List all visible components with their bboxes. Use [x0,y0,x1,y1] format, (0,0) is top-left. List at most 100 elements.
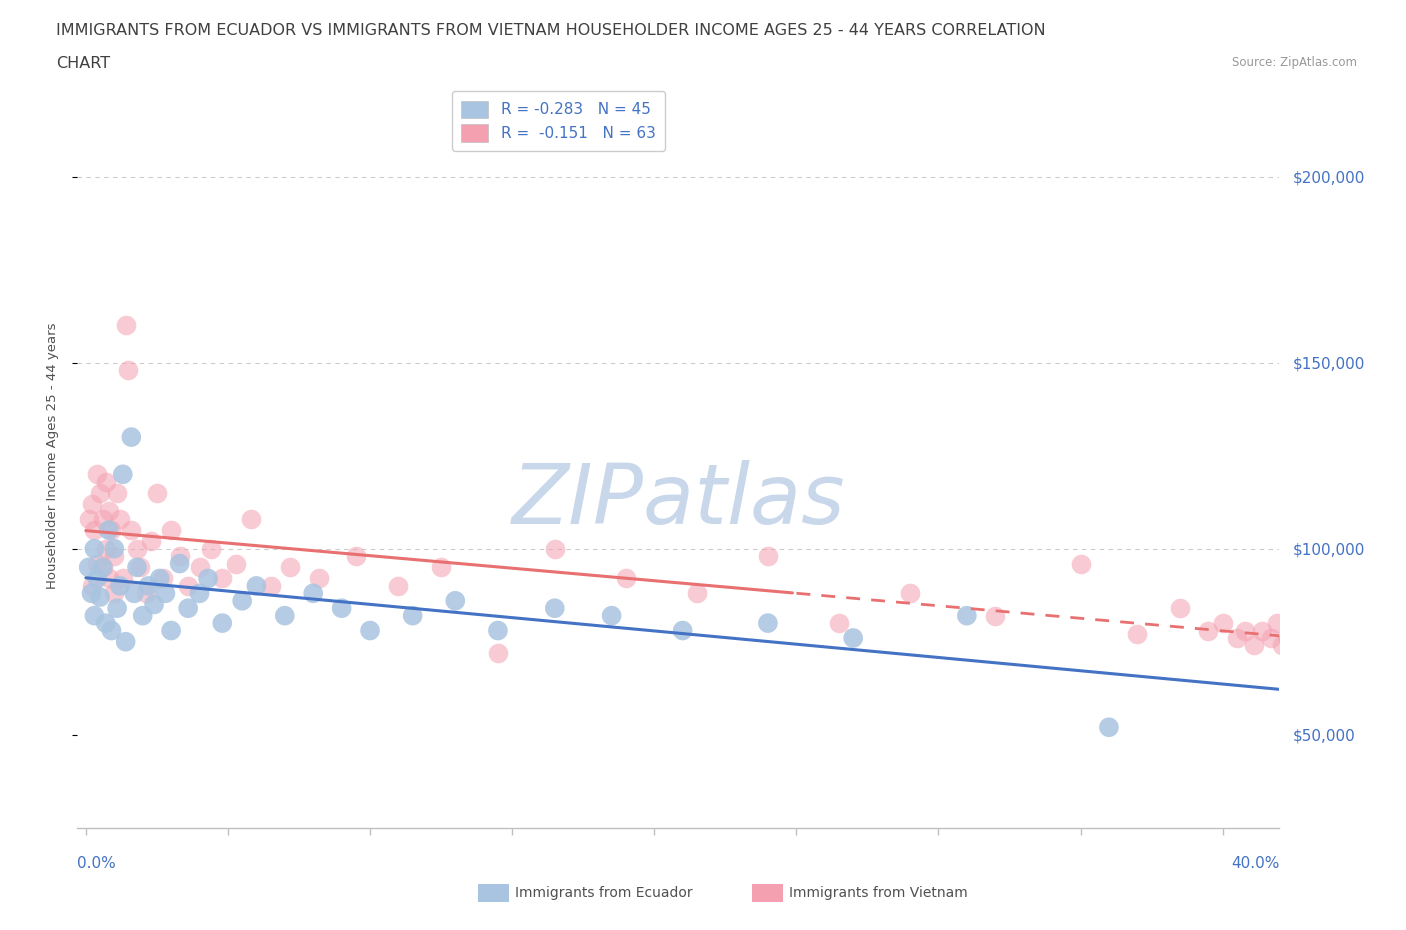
Point [828,616,851,631]
Point [430,560,453,575]
Point [108,578,131,593]
Point [97,523,120,538]
Point [152,571,174,586]
Point [89,485,111,500]
Point [91,560,114,575]
Point [1212,616,1234,631]
Point [245,578,267,593]
Point [1260,631,1282,645]
Point [86,571,108,586]
Text: 40.0%: 40.0% [1232,856,1279,870]
Point [239,512,262,526]
Point [330,601,353,616]
Point [225,556,247,571]
Point [211,571,233,586]
Point [672,623,695,638]
Point [169,556,191,571]
Point [444,593,467,608]
Point [138,578,160,593]
Point [1243,638,1265,653]
Point [143,597,166,612]
Point [105,601,128,616]
Point [105,485,128,500]
Point [94,474,117,489]
Point [108,512,131,526]
Point [302,586,325,601]
Point [91,512,114,526]
Point [898,586,921,601]
Point [141,534,163,549]
Point [111,571,134,586]
Point [259,578,281,593]
Point [614,571,637,586]
Point [77,560,100,575]
Legend: R = -0.283   N = 45, R =  -0.151   N = 63: R = -0.283 N = 45, R = -0.151 N = 63 [451,91,665,151]
Point [197,571,219,586]
Point [600,608,623,623]
Point [344,549,367,564]
Point [274,608,297,623]
Point [1098,720,1121,735]
Point [359,623,381,638]
Point [1168,601,1191,616]
Point [100,523,122,538]
Point [1271,638,1294,653]
Text: Source: ZipAtlas.com: Source: ZipAtlas.com [1232,56,1357,69]
Point [86,556,108,571]
Text: IMMIGRANTS FROM ECUADOR VS IMMIGRANTS FROM VIETNAM HOUSEHOLDER INCOME AGES 25 - : IMMIGRANTS FROM ECUADOR VS IMMIGRANTS FR… [56,23,1046,38]
Point [177,578,200,593]
Point [146,485,169,500]
Point [211,616,233,631]
Point [231,593,253,608]
Point [1070,556,1092,571]
Text: Immigrants from Ecuador: Immigrants from Ecuador [515,885,692,900]
Text: 0.0%: 0.0% [77,856,117,870]
Point [122,586,145,601]
Point [756,616,779,631]
Point [1277,631,1299,645]
Point [387,578,409,593]
Point [1251,623,1274,638]
Point [77,512,100,526]
Point [114,634,136,649]
Point [103,541,125,556]
Point [135,586,157,601]
Point [169,549,191,564]
Point [177,601,200,616]
Point [544,541,567,556]
Point [280,560,302,575]
Point [91,560,114,575]
Point [756,549,779,564]
Point [842,631,865,645]
Point [94,541,117,556]
Point [188,560,211,575]
Point [1197,623,1219,638]
Point [97,571,120,586]
Point [686,586,709,601]
Point [120,523,142,538]
Point [486,623,509,638]
Point [83,608,105,623]
Point [544,601,567,616]
Point [120,430,142,445]
Point [984,608,1007,623]
Point [89,590,111,604]
Point [114,318,136,333]
Point [125,560,148,575]
Point [155,586,177,601]
Point [1226,631,1249,645]
Point [94,616,117,631]
Point [111,467,134,482]
Point [100,623,122,638]
Point [160,623,183,638]
Text: ZIPatlas: ZIPatlas [512,459,845,541]
Point [83,523,105,538]
Point [131,608,153,623]
Point [149,571,172,586]
Text: Immigrants from Vietnam: Immigrants from Vietnam [789,885,967,900]
Point [1126,627,1149,642]
Point [125,541,148,556]
Point [83,541,105,556]
Point [128,560,150,575]
Text: CHART: CHART [56,56,110,71]
